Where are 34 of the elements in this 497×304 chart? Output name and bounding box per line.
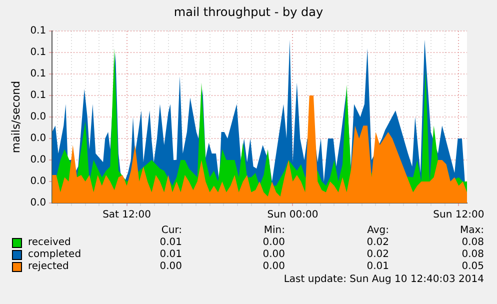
text: 0.00 <box>262 249 285 261</box>
text: 0.00 <box>158 261 182 273</box>
text: Last update: Sun Aug 10 12:40:03 2014 <box>282 273 484 286</box>
y-tick-label: 0.1 <box>30 90 46 102</box>
text: 0.08 <box>460 237 484 249</box>
legend-label: rejected <box>28 261 69 273</box>
text: Max: <box>458 225 484 237</box>
y-tick-label: 0.0 <box>30 133 46 144</box>
x-tick-label: Sat 12:00 <box>102 210 151 221</box>
y-axis-title: mails/second <box>9 80 22 154</box>
y-tick-label: 0.0 <box>30 112 46 123</box>
text: 0.02 <box>366 249 389 261</box>
text: Avg: <box>366 225 389 237</box>
y-tick-label: 0.1 <box>30 26 46 37</box>
y-tick-label: 0.0 <box>30 198 46 209</box>
y-tick-label: 0.0 <box>30 154 46 166</box>
y-tick-label: 0.1 <box>30 47 46 58</box>
legend-label: received <box>28 237 71 249</box>
text: 0.01 <box>158 237 182 249</box>
legend-label: completed <box>28 249 82 261</box>
text: 0.01 <box>366 261 389 273</box>
text: 0.00 <box>262 261 285 273</box>
x-tick-label: Sun 12:00 <box>433 210 484 221</box>
text: 0.00 <box>262 237 285 249</box>
y-tick-label: 0.1 <box>30 68 46 80</box>
text: 0.08 <box>460 249 484 261</box>
y-tick-label: 0.0 <box>30 176 46 188</box>
text: 0.05 <box>460 261 484 273</box>
chart-title: mail throughput - by day <box>172 5 324 19</box>
text: 0.02 <box>366 237 389 249</box>
x-tick-label: Sun 00:00 <box>267 210 318 221</box>
text: 0.01 <box>158 249 182 261</box>
text: Min: <box>262 225 285 237</box>
text: Cur: <box>160 225 182 237</box>
